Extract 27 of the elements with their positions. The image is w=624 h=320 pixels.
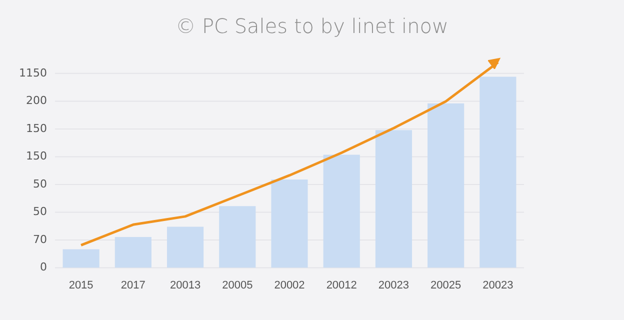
bar <box>375 130 412 268</box>
text: 50 <box>33 205 47 218</box>
x-tick-label: 20023 <box>482 279 514 292</box>
text: 50 <box>33 177 47 190</box>
x-tick-label: 20002 <box>274 279 305 292</box>
x-tick-label: 20012 <box>326 279 357 292</box>
text: 150 <box>26 122 47 135</box>
text: 200 <box>26 94 47 108</box>
bar <box>428 103 464 268</box>
x-tick-label: 2017 <box>120 279 146 292</box>
x-tick-label: 20005 <box>222 279 253 292</box>
bar <box>62 249 100 268</box>
bar <box>166 226 204 268</box>
bar <box>480 76 516 268</box>
bar <box>114 236 152 268</box>
text: 70 <box>33 232 47 246</box>
bar <box>323 154 360 268</box>
text: 0 <box>40 260 47 274</box>
bar <box>271 179 308 268</box>
x-tick-label: 20025 <box>430 279 462 292</box>
x-tick-label: 2015 <box>68 279 94 292</box>
x-tick-label: 20023 <box>378 279 410 292</box>
x-tick-label: 20013 <box>170 279 201 292</box>
bar <box>219 206 256 268</box>
chart-title: © PC Sales to by linet inow <box>174 14 450 38</box>
text: 150 <box>26 150 47 163</box>
text: 1150 <box>19 66 47 80</box>
